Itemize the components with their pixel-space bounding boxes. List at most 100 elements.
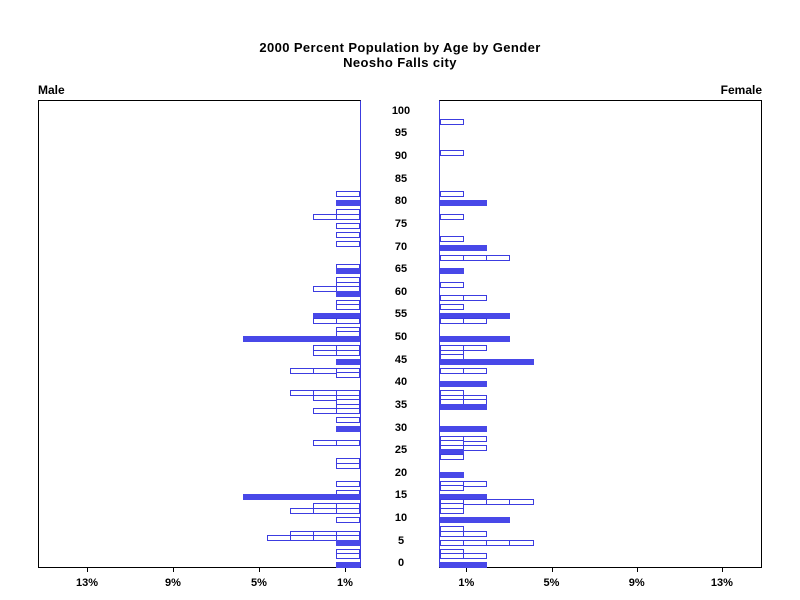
age-tick-label-20: 20 (394, 466, 408, 479)
bar-segment (440, 191, 465, 198)
bar-segment (463, 516, 488, 523)
bar-segment (243, 335, 268, 342)
bar-segment (335, 507, 360, 514)
bar-male-age-73 (335, 231, 360, 238)
bar-segment (440, 281, 465, 288)
bar-male-age-57 (335, 304, 360, 311)
age-tick-label-70: 70 (394, 240, 408, 253)
bar-segment (463, 435, 488, 442)
bar-segment (440, 507, 465, 514)
bar-female-age-98 (440, 118, 465, 125)
bar-female-age-2 (440, 553, 488, 560)
bar-segment (335, 372, 360, 379)
pct-tick-female-13%: 13% (710, 577, 733, 589)
bar-segment (335, 539, 360, 546)
bar-segment (440, 150, 465, 157)
bar-segment (312, 440, 337, 447)
tick-mark (636, 568, 638, 572)
female-bars-panel (439, 100, 762, 569)
bar-segment (312, 317, 337, 324)
bar-segment (440, 358, 465, 365)
bar-male-age-47 (312, 349, 360, 356)
bar-male-age-34 (312, 408, 360, 415)
bar-male-age-2 (335, 553, 360, 560)
bar-male-age-75 (335, 222, 360, 229)
bar-segment (440, 516, 465, 523)
age-tick-label-40: 40 (394, 376, 408, 389)
pct-tick-male-1%: 1% (337, 577, 353, 589)
pct-tick-female-5%: 5% (543, 577, 560, 589)
bar-segment (335, 562, 360, 569)
bar-segment (463, 530, 488, 537)
bar-segment (440, 236, 465, 243)
bar-male-age-12 (289, 507, 360, 514)
bar-segment (463, 498, 488, 505)
bar-segment (463, 254, 488, 261)
tick-mark (87, 568, 88, 572)
pct-tick-female-9%: 9% (628, 577, 645, 589)
bar-segment (463, 200, 488, 207)
tick-mark (551, 568, 553, 572)
bar-segment (440, 317, 465, 324)
bar-male-age-5 (335, 539, 360, 546)
bar-female-age-17 (440, 485, 465, 492)
bar-female-age-70 (440, 245, 488, 252)
bar-segment (335, 349, 360, 356)
bar-segment (463, 295, 488, 302)
bar-male-age-22 (335, 462, 360, 469)
pct-tick-female-1%: 1% (458, 577, 475, 589)
bar-male-age-32 (335, 417, 360, 424)
bar-male-age-65 (335, 268, 360, 275)
male-bars-panel (38, 100, 361, 569)
bar-segment (486, 254, 511, 261)
bar-segment (463, 367, 488, 374)
bar-segment (312, 507, 337, 514)
bar-segment (312, 535, 337, 542)
bar-segment (486, 313, 511, 320)
bar-segment (440, 254, 465, 261)
bar-segment (266, 535, 291, 542)
age-tick-label-10: 10 (394, 512, 408, 525)
pct-tick-male-5%: 5% (251, 577, 267, 589)
bar-male-age-54 (312, 317, 360, 324)
bar-male-age-77 (312, 213, 360, 220)
bar-segment (486, 358, 511, 365)
bar-segment (335, 317, 360, 324)
bar-male-age-30 (335, 426, 360, 433)
bar-segment (335, 191, 360, 198)
age-tick-label-35: 35 (394, 398, 408, 411)
bar-segment (440, 403, 465, 410)
bar-segment (509, 539, 534, 546)
bar-segment (289, 535, 314, 542)
bar-segment (335, 290, 360, 297)
bar-segment (440, 304, 465, 311)
bar-segment (440, 471, 465, 478)
bar-male-age-27 (312, 440, 360, 447)
age-tick-label-80: 80 (394, 195, 408, 208)
bar-segment (335, 240, 360, 247)
bar-male-age-15 (243, 494, 360, 501)
bar-segment (289, 335, 314, 342)
bar-female-age-68 (440, 254, 511, 261)
bar-segment (335, 200, 360, 207)
bar-female-age-24 (440, 453, 465, 460)
chart-title-line1: 2000 Percent Population by Age by Gender (259, 40, 541, 55)
tick-mark (466, 568, 468, 572)
age-tick-label-95: 95 (394, 127, 408, 140)
chart-title-line2: Neosho Falls city (343, 55, 457, 70)
bar-male-age-80 (335, 200, 360, 207)
bar-segment (312, 349, 337, 356)
bar-segment (440, 268, 465, 275)
bar-segment (312, 408, 337, 415)
bar-segment (243, 494, 268, 501)
bar-segment (335, 358, 360, 365)
age-tick-label-60: 60 (394, 285, 408, 298)
bar-female-age-62 (440, 281, 465, 288)
male-panel-label: Male (38, 83, 65, 97)
bar-segment (440, 245, 465, 252)
bar-male-age-82 (335, 191, 360, 198)
bar-segment (463, 444, 488, 451)
bar-segment (440, 530, 465, 537)
bar-male-age-6 (266, 535, 360, 542)
tick-mark (721, 568, 723, 572)
